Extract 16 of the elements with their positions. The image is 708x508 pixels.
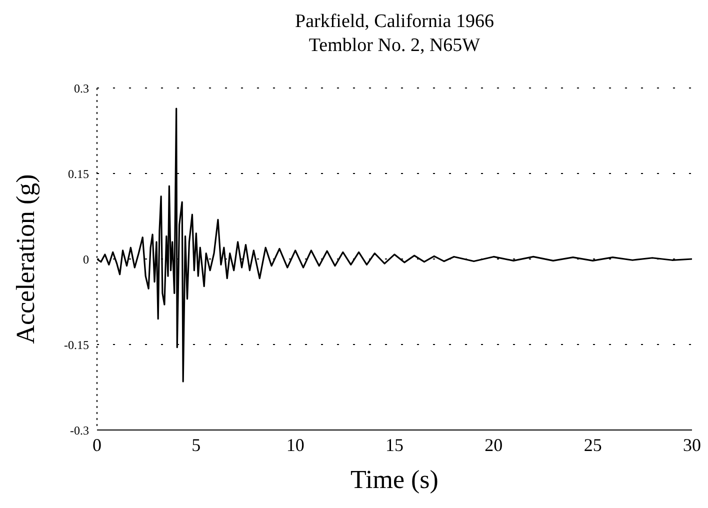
y-tick-label: -0.3 xyxy=(70,423,89,438)
chart-title: Parkfield, California 1966 xyxy=(294,10,495,34)
x-tick-label: 5 xyxy=(192,434,201,455)
chart-subtitle: Temblor No. 2, N65W xyxy=(308,34,482,58)
x-tick-label: 0 xyxy=(92,434,102,455)
x-tick-label: 15 xyxy=(386,434,404,455)
y-tick-label: 0.3 xyxy=(74,81,89,96)
x-tick-label: 20 xyxy=(484,434,503,455)
x-tick-label: 25 xyxy=(584,434,602,455)
y-axis-title: Acceleration (g) xyxy=(11,174,40,344)
x-axis-title: Time (s) xyxy=(350,465,438,494)
x-tick-label: 30 xyxy=(683,434,701,455)
y-tick-label: -0.15 xyxy=(64,338,89,352)
y-tick-label: 0 xyxy=(83,252,89,266)
x-tick-label: 10 xyxy=(286,434,304,455)
y-tick-label: 0.15 xyxy=(68,166,89,181)
